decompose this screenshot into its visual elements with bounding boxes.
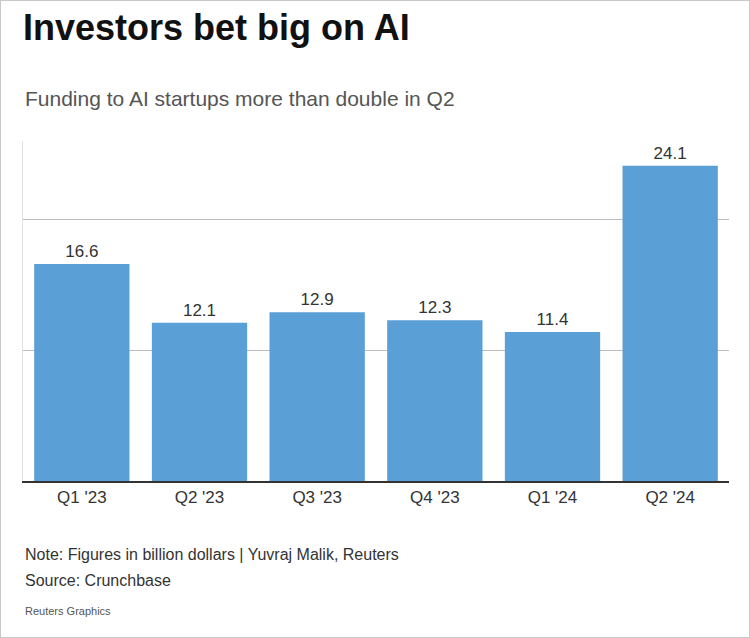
svg-text:Funding to AI startups more th: Funding to AI startups more than double …: [25, 87, 455, 110]
svg-text:16.6: 16.6: [65, 242, 98, 261]
svg-text:24.1: 24.1: [654, 144, 687, 163]
svg-text:Investors bet big on AI: Investors bet big on AI: [23, 7, 410, 48]
svg-text:Q1 '24: Q1 '24: [528, 488, 578, 507]
svg-text:11.4: 11.4: [537, 310, 569, 329]
svg-text:Q4 '23: Q4 '23: [410, 488, 460, 507]
svg-text:12.9: 12.9: [301, 290, 334, 309]
svg-text:Q2 '24: Q2 '24: [645, 488, 695, 507]
svg-text:Source: Crunchbase: Source: Crunchbase: [25, 572, 171, 589]
svg-text:12.3: 12.3: [418, 298, 451, 317]
svg-text:Q2 '23: Q2 '23: [175, 488, 225, 507]
svg-text:Q3 '23: Q3 '23: [292, 488, 342, 507]
svg-text:Note: Figures in billion dolla: Note: Figures in billion dollars | Yuvra…: [25, 546, 399, 563]
svg-text:Reuters Graphics: Reuters Graphics: [25, 605, 111, 617]
svg-text:Q1 '23: Q1 '23: [57, 488, 107, 507]
svg-text:12.1: 12.1: [183, 301, 216, 320]
